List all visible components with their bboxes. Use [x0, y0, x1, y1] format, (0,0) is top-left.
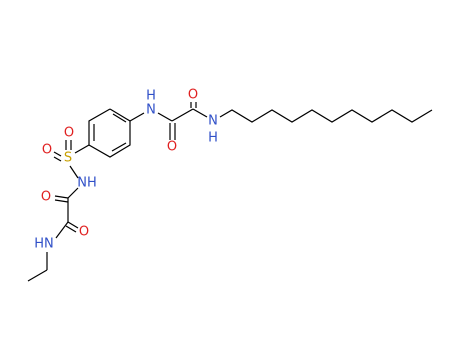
double-bond: [54, 195, 69, 199]
bonds: [27, 102, 433, 282]
atom-label: O: [79, 225, 89, 240]
atom-label: O: [167, 140, 177, 155]
bond: [69, 165, 79, 179]
double-bond: [65, 225, 77, 233]
double-bond: [54, 199, 69, 203]
aromatic-bond: [111, 142, 127, 152]
atom-label: O: [64, 126, 74, 141]
aromatic-bond: [112, 113, 127, 123]
atom-label: O: [188, 88, 198, 103]
atom-label: N: [208, 114, 218, 129]
atom-labels: N H O O N H S O O NH O O HN: [34, 88, 218, 252]
double-bond: [53, 156, 62, 162]
benzene-ring: [88, 108, 131, 158]
atom-label: S: [64, 151, 72, 166]
bond: [171, 108, 194, 122]
bond: [55, 221, 69, 239]
atom-label: O: [41, 190, 51, 205]
atom-label: O: [42, 143, 52, 158]
atom-label: HN: [34, 237, 54, 252]
bond: [129, 112, 145, 122]
atom-label: NH: [77, 176, 97, 191]
double-bond: [53, 151, 62, 157]
decyl-chain: [219, 109, 433, 123]
atom-label: H: [146, 89, 156, 104]
bond: [192, 108, 208, 118]
atom-label: N: [146, 103, 156, 118]
bond: [67, 187, 79, 199]
bond: [157, 112, 173, 122]
double-bond: [67, 221, 79, 229]
atom-label: H: [208, 131, 218, 146]
bond: [27, 269, 48, 282]
bond: [74, 144, 90, 154]
